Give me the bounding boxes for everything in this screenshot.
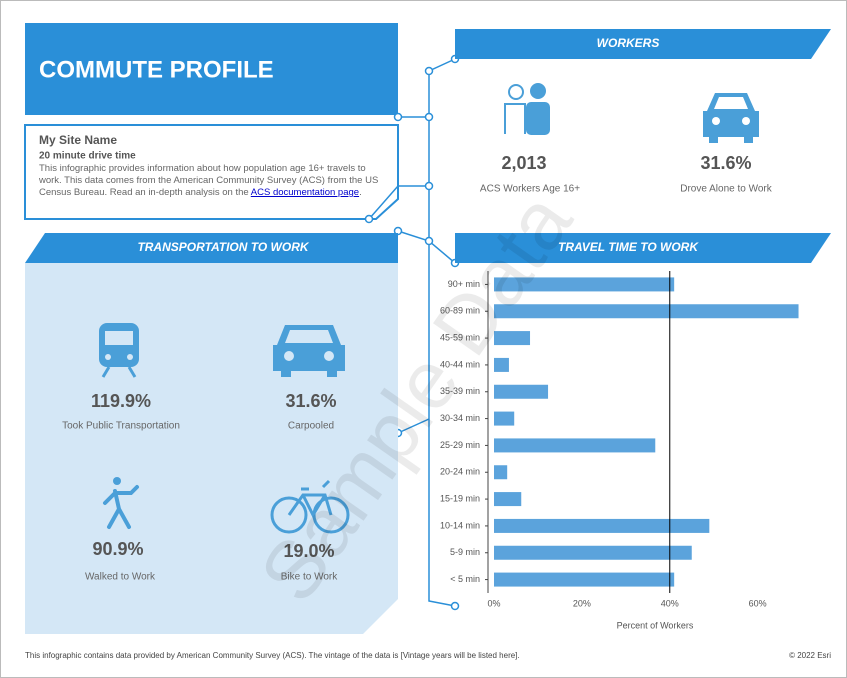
x-tick-label: 60% (749, 598, 767, 608)
transport-banner (25, 233, 398, 263)
x-tick-label: 40% (661, 598, 679, 608)
chart-banner (455, 233, 831, 263)
bar (494, 465, 508, 480)
y-tick-label: 10-14 min (440, 520, 480, 530)
y-tick-label: 25-29 min (440, 440, 480, 450)
stat-value: 31.6% (285, 391, 336, 411)
y-tick-label: 30-34 min (440, 413, 480, 423)
footer-note: This infographic contains data provided … (25, 651, 520, 660)
bar (494, 357, 509, 372)
y-tick-label: 20-24 min (440, 467, 480, 477)
workers-title: WORKERS (597, 36, 660, 50)
x-axis-label: Percent of Workers (617, 620, 694, 630)
site-box (24, 124, 399, 220)
header-bg (25, 23, 398, 115)
connectors (364, 54, 460, 611)
description-end: . (359, 187, 362, 198)
stat-value: 90.9% (92, 539, 143, 559)
car-icon (273, 325, 345, 377)
y-tick-label: 90+ min (448, 279, 480, 289)
y-tick-label: < 5 min (450, 574, 480, 584)
stat-value: 119.9% (91, 391, 151, 411)
people-icon (504, 83, 550, 135)
bar (494, 492, 522, 507)
x-tick-label: 20% (573, 598, 591, 608)
copyright: © 2022 Esri (789, 651, 831, 660)
bar (494, 572, 675, 587)
transport-title: TRANSPORTATION TO WORK (137, 240, 309, 254)
bar-chart: 90+ min 60-89 min 45-59 min 40-44 min 35-39 … (440, 271, 799, 630)
stat-label: Bike to Work (281, 572, 338, 583)
y-tick-label: 15-19 min (440, 493, 480, 503)
y-tick-label: 60-89 min (440, 306, 480, 316)
bar (494, 518, 710, 533)
train-icon (99, 323, 139, 378)
workers-banner (455, 29, 831, 59)
y-tick-label: 5-9 min (450, 547, 480, 557)
stat-label: Drove Alone to Work (680, 184, 773, 195)
car-icon (703, 93, 759, 143)
site-name: My Site Name (39, 133, 117, 147)
stat-label: Walked to Work (85, 572, 156, 583)
bar (494, 545, 692, 560)
bar (494, 438, 656, 453)
site-subtitle: 20 minute drive time (39, 151, 136, 162)
chart-title: TRAVEL TIME TO WORK (558, 240, 699, 254)
description-text: This infographic provides information ab… (39, 163, 379, 198)
stat-value: 31.6% (700, 153, 751, 173)
stat-label: Carpooled (288, 421, 334, 432)
bar (494, 384, 549, 399)
stat-label: Took Public Transportation (62, 421, 180, 432)
bar (494, 304, 799, 319)
stat-value: 19.0% (283, 541, 334, 561)
site-description: This infographic provides information ab… (39, 163, 384, 199)
y-tick-label: 35-39 min (440, 386, 480, 396)
bar (494, 277, 675, 292)
bar (494, 411, 515, 426)
y-tick-label: 40-44 min (440, 359, 480, 369)
doc-link[interactable]: ACS documentation page (250, 187, 360, 198)
stat-value: 2,013 (501, 153, 546, 173)
bike-icon (270, 479, 350, 534)
walker-icon (103, 477, 139, 529)
title: COMMUTE PROFILE (39, 56, 274, 83)
y-tick-label: 45-59 min (440, 332, 480, 342)
stat-label: ACS Workers Age 16+ (480, 184, 580, 195)
x-tick-label: 0% (487, 598, 500, 608)
bar (494, 331, 531, 346)
